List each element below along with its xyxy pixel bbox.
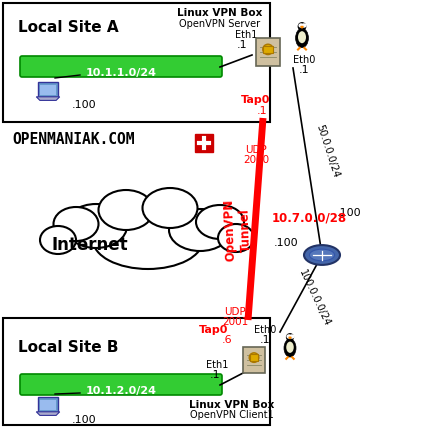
Text: .6: .6 <box>222 335 232 345</box>
Text: Eth1: Eth1 <box>235 30 257 40</box>
Text: Linux VPN Box: Linux VPN Box <box>189 400 275 410</box>
Text: .1: .1 <box>210 370 221 380</box>
Text: Eth0: Eth0 <box>293 55 315 65</box>
Text: Eth1: Eth1 <box>206 360 228 370</box>
Text: .100: .100 <box>273 238 298 248</box>
Text: Internet: Internet <box>51 236 128 254</box>
Ellipse shape <box>93 211 203 269</box>
Text: 10.1.2.0/24: 10.1.2.0/24 <box>86 386 157 396</box>
Ellipse shape <box>298 31 306 43</box>
Ellipse shape <box>40 226 76 254</box>
Ellipse shape <box>218 224 254 252</box>
Ellipse shape <box>286 342 294 353</box>
FancyBboxPatch shape <box>263 46 273 54</box>
Text: Eth0: Eth0 <box>254 325 276 335</box>
Ellipse shape <box>98 190 154 230</box>
Text: 10.1.1.0/24: 10.1.1.0/24 <box>86 68 157 78</box>
Text: 2001: 2001 <box>222 317 248 327</box>
Ellipse shape <box>286 333 294 341</box>
Text: OpenVPN Server: OpenVPN Server <box>179 19 260 29</box>
Text: .1: .1 <box>299 65 310 75</box>
FancyBboxPatch shape <box>3 3 270 122</box>
Polygon shape <box>289 337 291 339</box>
Circle shape <box>249 353 259 363</box>
Ellipse shape <box>304 245 340 265</box>
Ellipse shape <box>295 28 308 48</box>
Text: Linux VPN Box: Linux VPN Box <box>177 8 262 18</box>
Text: Local Site A: Local Site A <box>18 20 119 35</box>
FancyBboxPatch shape <box>243 347 265 373</box>
Ellipse shape <box>298 22 306 31</box>
Text: .1: .1 <box>237 40 248 50</box>
Text: 50.0.0.0/24: 50.0.0.0/24 <box>314 124 341 179</box>
FancyBboxPatch shape <box>41 85 56 95</box>
Text: 100.0.0.0/24: 100.0.0.0/24 <box>298 269 333 328</box>
Polygon shape <box>36 412 60 416</box>
FancyBboxPatch shape <box>41 400 56 410</box>
FancyBboxPatch shape <box>250 354 258 361</box>
Text: 2000: 2000 <box>243 155 269 165</box>
Text: 10.7.0.0/28: 10.7.0.0/28 <box>272 211 347 225</box>
Text: OpenVPN
Tunnel: OpenVPN Tunnel <box>222 198 254 262</box>
FancyBboxPatch shape <box>20 374 222 395</box>
Text: UDP: UDP <box>224 307 246 317</box>
Text: Tap0: Tap0 <box>241 95 271 105</box>
Circle shape <box>263 44 273 55</box>
Text: OpenVPN Client1: OpenVPN Client1 <box>190 410 274 420</box>
Polygon shape <box>36 97 60 101</box>
FancyBboxPatch shape <box>256 38 280 66</box>
Text: .1: .1 <box>257 106 267 116</box>
FancyBboxPatch shape <box>3 318 270 425</box>
Ellipse shape <box>309 249 335 261</box>
FancyBboxPatch shape <box>38 396 58 412</box>
Ellipse shape <box>65 204 127 248</box>
Text: .100: .100 <box>337 208 362 218</box>
Ellipse shape <box>284 339 296 357</box>
Polygon shape <box>301 27 303 28</box>
FancyBboxPatch shape <box>20 56 222 77</box>
FancyBboxPatch shape <box>38 81 58 97</box>
Text: .100: .100 <box>72 415 97 425</box>
Text: Tap0: Tap0 <box>199 325 228 335</box>
Text: OPENMANIAK.COM: OPENMANIAK.COM <box>12 132 135 147</box>
Ellipse shape <box>54 207 98 241</box>
Ellipse shape <box>169 209 231 251</box>
Text: UDP: UDP <box>245 145 267 155</box>
FancyBboxPatch shape <box>195 134 213 152</box>
Text: .100: .100 <box>72 100 97 110</box>
Ellipse shape <box>196 205 244 239</box>
Ellipse shape <box>143 188 197 228</box>
Text: .1: .1 <box>260 335 271 345</box>
Text: Local Site B: Local Site B <box>18 340 119 355</box>
